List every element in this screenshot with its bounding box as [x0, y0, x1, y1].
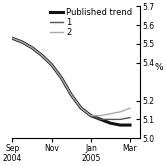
2: [31, 47, 33, 49]
Published trend: [70, 94, 72, 96]
Line: 1: 1: [12, 38, 130, 119]
Published trend: [109, 122, 111, 124]
Published trend: [31, 47, 33, 49]
1: [119, 118, 121, 120]
Published trend: [11, 37, 13, 39]
1: [60, 77, 62, 79]
Line: Published trend: Published trend: [12, 38, 130, 125]
2: [41, 54, 43, 56]
2: [90, 115, 92, 117]
Y-axis label: %: %: [155, 63, 163, 72]
1: [51, 64, 53, 66]
2: [100, 115, 102, 117]
2: [109, 113, 111, 115]
2: [129, 107, 131, 109]
2: [80, 107, 82, 109]
1: [100, 118, 102, 120]
1: [70, 94, 72, 96]
Published trend: [80, 107, 82, 109]
Published trend: [100, 118, 102, 120]
Published trend: [129, 124, 131, 126]
1: [90, 115, 92, 117]
Legend: Published trend, 1, 2: Published trend, 1, 2: [50, 8, 132, 37]
2: [11, 37, 13, 39]
2: [70, 94, 72, 96]
1: [41, 54, 43, 56]
Published trend: [41, 54, 43, 56]
1: [129, 117, 131, 119]
2: [21, 41, 23, 43]
Published trend: [90, 115, 92, 117]
Published trend: [51, 64, 53, 66]
1: [21, 41, 23, 43]
2: [60, 77, 62, 79]
1: [109, 118, 111, 120]
1: [31, 47, 33, 49]
2: [119, 111, 121, 113]
Line: 2: 2: [12, 38, 130, 116]
1: [11, 37, 13, 39]
Published trend: [119, 124, 121, 126]
Published trend: [60, 77, 62, 79]
Published trend: [21, 41, 23, 43]
2: [51, 64, 53, 66]
1: [80, 107, 82, 109]
